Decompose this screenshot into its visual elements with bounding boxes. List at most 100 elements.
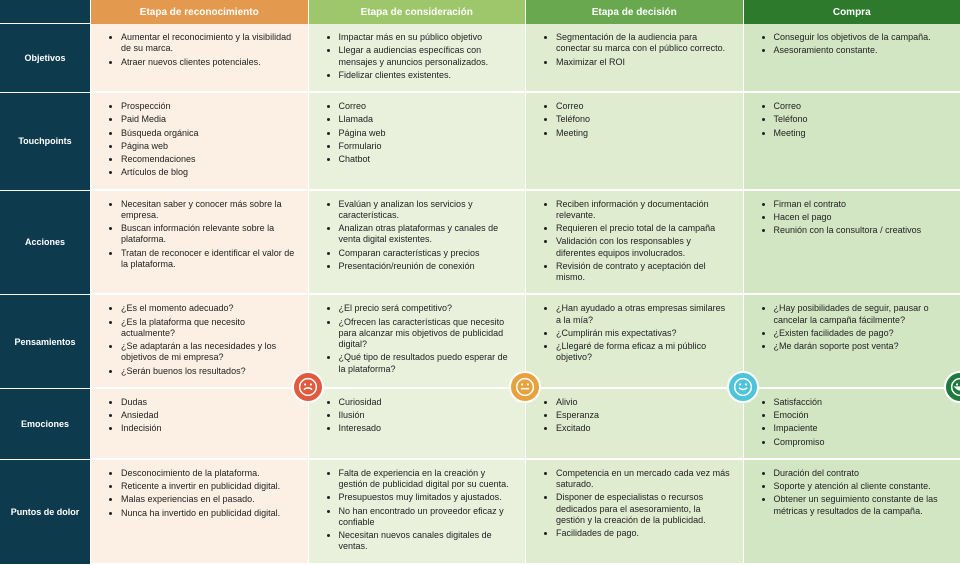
- cell-item: Analizan otras plataformas y canales de …: [339, 223, 514, 246]
- cell: Aumentar el reconocimiento y la visibili…: [90, 24, 308, 93]
- cell: Correo Llamada Página web Formulario Chatbot: [308, 93, 526, 191]
- cell-item: Interesado: [339, 423, 514, 434]
- cell-item: Llamada: [339, 114, 514, 125]
- cell-item: Evalúan y analizan los servicios y carac…: [339, 199, 514, 222]
- cell-item: Validación con los responsables y difere…: [556, 236, 731, 259]
- cell: Satisfacción Emoción Impaciente Compromiso: [743, 389, 960, 460]
- cell-item: Satisfacción: [774, 397, 949, 408]
- stage-header: Compra: [743, 0, 960, 24]
- cell-item: Paid Media: [121, 114, 296, 125]
- cell-item: Atraer nuevos clientes potenciales.: [121, 57, 296, 68]
- stage-header: Etapa de reconocimiento: [90, 0, 308, 24]
- cell-item: Artículos de blog: [121, 167, 296, 178]
- cell-item: ¿Es el momento adecuado?: [121, 303, 296, 314]
- cell-item: Llegar a audiencias específicas con mens…: [339, 45, 514, 68]
- cell: ¿Hay posibilidades de seguir, pausar o c…: [743, 295, 960, 389]
- cell-item: Búsqueda orgánica: [121, 128, 296, 139]
- cell-item: Comparan características y precios: [339, 248, 514, 259]
- cell-item: Dudas: [121, 397, 296, 408]
- cell-item: Nunca ha invertido en publicidad digital…: [121, 508, 296, 519]
- cell: Curiosidad Ilusión Interesado: [308, 389, 526, 460]
- cell-item: Emoción: [774, 410, 949, 421]
- cell-item: Curiosidad: [339, 397, 514, 408]
- cell-item: Firman el contrato: [774, 199, 949, 210]
- cell: AlivioEsperanzaExcitado: [525, 389, 743, 460]
- cell-item: Buscan información relevante sobre la pl…: [121, 223, 296, 246]
- cell-item: Meeting: [774, 128, 949, 139]
- corner-cell: [0, 0, 90, 24]
- cell-item: Página web: [339, 128, 514, 139]
- cell-item: Correo: [774, 101, 949, 112]
- cell-item: ¿Ofrecen las características que necesit…: [339, 317, 514, 351]
- cell-item: Chatbot: [339, 154, 514, 165]
- cell-item: Esperanza: [556, 410, 731, 421]
- cell-item: Presupuestos muy limitados y ajustados.: [339, 492, 514, 503]
- cell-item: Facilidades de pago.: [556, 528, 731, 539]
- cell-item: Compromiso: [774, 437, 949, 448]
- cell-item: Reunión con la consultora / creativos: [774, 225, 949, 236]
- cell-item: Reciben información y documentación rele…: [556, 199, 731, 222]
- cell-item: Impaciente: [774, 423, 949, 434]
- cell: Falta de experiencia en la creación y ge…: [308, 460, 526, 565]
- cell-item: Maximizar el ROI: [556, 57, 731, 68]
- cell-item: ¿Qué tipo de resultados puedo esperar de…: [339, 352, 514, 375]
- cell: Competencia en un mercado cada vez más s…: [525, 460, 743, 565]
- row-label: Objetivos: [0, 24, 90, 93]
- cell-item: Recomendaciones: [121, 154, 296, 165]
- cell-item: Prospección: [121, 101, 296, 112]
- row-label: Touchpoints: [0, 93, 90, 191]
- cell-item: Desconocimiento de la plataforma.: [121, 468, 296, 479]
- cell-item: Página web: [121, 141, 296, 152]
- cell-item: Duración del contrato: [774, 468, 949, 479]
- cell-item: Malas experiencias en el pasado.: [121, 494, 296, 505]
- cell: Firman el contratoHacen el pagoReunión c…: [743, 191, 960, 296]
- cell: Desconocimiento de la plataforma.Reticen…: [90, 460, 308, 565]
- cell-item: Requieren el precio total de la campaña: [556, 223, 731, 234]
- cell-item: Correo: [339, 101, 514, 112]
- cell: ¿El precio será competitivo? ¿Ofrecen las…: [308, 295, 526, 389]
- cell-item: Teléfono: [774, 114, 949, 125]
- row-label: Puntos de dolor: [0, 460, 90, 565]
- cell-item: ¿Hay posibilidades de seguir, pausar o c…: [774, 303, 949, 326]
- sad-face-icon: [292, 371, 324, 403]
- cell-item: Ansiedad: [121, 410, 296, 421]
- cell-item: Conseguir los objetivos de la campaña.: [774, 32, 949, 43]
- cell-item: ¿Es la plataforma que necesito actualmen…: [121, 317, 296, 340]
- cell-item: Soporte y atención al cliente constante.: [774, 481, 949, 492]
- row-label: Acciones: [0, 191, 90, 296]
- stage-header: Etapa de consideración: [308, 0, 526, 24]
- cell: ¿Han ayudado a otras empresas similares …: [525, 295, 743, 389]
- cell: Correo Teléfono Meeting: [743, 93, 960, 191]
- cell-item: Falta de experiencia en la creación y ge…: [339, 468, 514, 491]
- row-label: Pensamientos: [0, 295, 90, 389]
- cell-item: Segmentación de la audiencia para conect…: [556, 32, 731, 55]
- cell: ¿Es el momento adecuado? ¿Es la plataform…: [90, 295, 308, 389]
- cell-item: Indecisión: [121, 423, 296, 434]
- cell-item: Disponer de especialistas o recursos ded…: [556, 492, 731, 526]
- cell-item: Obtener un seguimiento constante de las …: [774, 494, 949, 517]
- cell-item: Aumentar el reconocimiento y la visibili…: [121, 32, 296, 55]
- cell: Necesitan saber y conocer más sobre la e…: [90, 191, 308, 296]
- cell: Segmentación de la audiencia para conect…: [525, 24, 743, 93]
- cell-item: Meeting: [556, 128, 731, 139]
- row-label: Emociones: [0, 389, 90, 460]
- cell: Evalúan y analizan los servicios y carac…: [308, 191, 526, 296]
- cell-item: ¿Serán buenos los resultados?: [121, 366, 296, 377]
- cell-item: Revisión de contrato y aceptación del mi…: [556, 261, 731, 284]
- cell-item: Ilusión: [339, 410, 514, 421]
- cell-item: No han encontrado un proveedor eficaz y …: [339, 506, 514, 529]
- cell-item: Formulario: [339, 141, 514, 152]
- cell-item: ¿Cumplirán mis expectativas?: [556, 328, 731, 339]
- journey-table: Etapa de reconocimientoEtapa de consider…: [0, 0, 960, 565]
- cell: Duración del contrato Soporte y atención …: [743, 460, 960, 565]
- cell-item: ¿Existen facilidades de pago?: [774, 328, 949, 339]
- cell-item: ¿El precio será competitivo?: [339, 303, 514, 314]
- cell-item: Correo: [556, 101, 731, 112]
- cell: Impactar más en su público objetivo Llega…: [308, 24, 526, 93]
- stage-header: Etapa de decisión: [525, 0, 743, 24]
- cell-item: Impactar más en su público objetivo: [339, 32, 514, 43]
- cell: Correo Teléfono Meeting: [525, 93, 743, 191]
- cell-item: Teléfono: [556, 114, 731, 125]
- cell-item: Competencia en un mercado cada vez más s…: [556, 468, 731, 491]
- happy-face-icon: [727, 371, 759, 403]
